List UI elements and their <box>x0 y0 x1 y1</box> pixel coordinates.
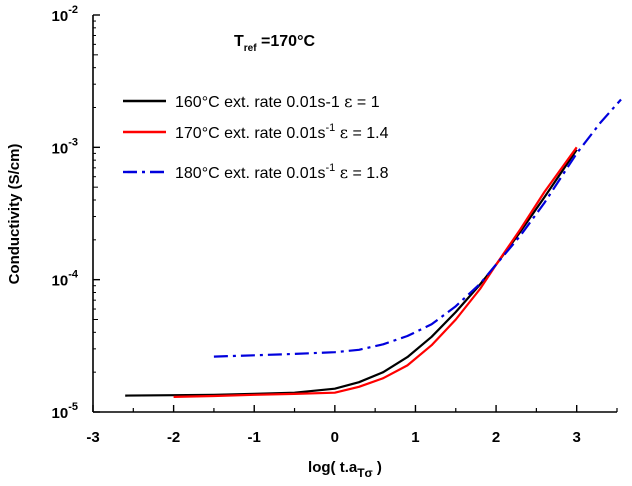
legend-entry-text: = 1.8 <box>348 165 389 182</box>
x-tick-label: -1 <box>248 429 261 446</box>
x-axis-title-close: ) <box>373 459 382 476</box>
x-tick-label: 2 <box>492 429 500 446</box>
plot-frame <box>92 15 617 413</box>
x-ticks: -3 -2 -1 0 1 2 3 <box>86 405 618 446</box>
x-tick-label: -3 <box>86 429 99 446</box>
legend-entry-symbol: ε <box>340 163 348 182</box>
y-tick-label: 10-4 <box>52 269 79 290</box>
legend-entry-sup: -1 <box>325 122 335 134</box>
y-tick-label: 10-2 <box>52 4 78 25</box>
x-axis-title-sub: Tσ <box>357 466 373 480</box>
annotation-rest: =170°C <box>257 33 316 50</box>
series-line-1 <box>125 149 578 397</box>
x-axis-title: log( t.aTσ ) <box>308 459 382 480</box>
y-tick-label: 10-5 <box>52 401 78 422</box>
y-tick-base: 10 <box>52 273 69 290</box>
y-tick-exp: -3 <box>68 136 78 148</box>
y-tick-exp: -5 <box>68 401 78 413</box>
y-tick-base: 10 <box>52 140 69 157</box>
series-layer <box>125 98 622 398</box>
legend-entry: 180°C ext. rate 0.01s-1 ε = 1.8 <box>175 162 389 182</box>
y-ticks: 10-510-410-310-2 <box>52 4 100 422</box>
y-tick-exp: -4 <box>68 269 79 281</box>
x-tick-label: 1 <box>411 429 419 446</box>
legend-entry-text: = 1.4 <box>348 125 389 142</box>
legend-entry-text: 160°C ext. rate 0.01s-1 <box>175 94 344 111</box>
legend-entry-text: 170°C ext. rate 0.01s <box>175 125 325 142</box>
x-tick-label: -2 <box>167 429 180 446</box>
legend-entry: 170°C ext. rate 0.01s-1 ε = 1.4 <box>175 122 389 142</box>
series-line-2 <box>173 146 578 398</box>
annotation-sub: ref <box>244 43 257 54</box>
legend-entry-symbol: ε <box>344 92 352 111</box>
annotation-tref: Tref =170°C <box>234 33 315 54</box>
y-axis-title: Conductivity (S/cm) <box>6 144 23 285</box>
y-tick-label: 10-3 <box>52 136 78 157</box>
legend-entry-text: 180°C ext. rate 0.01s <box>175 165 325 182</box>
x-axis-title-main: log( t.a <box>308 459 358 476</box>
y-tick-base: 10 <box>52 405 69 422</box>
legend-entry-symbol: ε <box>340 123 348 142</box>
annotation-main: T <box>234 33 244 50</box>
y-tick-exp: -2 <box>68 4 78 16</box>
legend-entry-text: = 1 <box>352 94 379 111</box>
legend: 160°C ext. rate 0.01s-1 ε = 1 170°C ext. … <box>123 92 389 182</box>
x-tick-label: 3 <box>573 429 581 446</box>
legend-entry-sup: -1 <box>325 162 335 174</box>
series-line-3 <box>213 98 622 358</box>
x-tick-label: 0 <box>331 429 339 446</box>
y-tick-base: 10 <box>52 8 69 25</box>
legend-entry: 160°C ext. rate 0.01s-1 ε = 1 <box>175 92 380 111</box>
